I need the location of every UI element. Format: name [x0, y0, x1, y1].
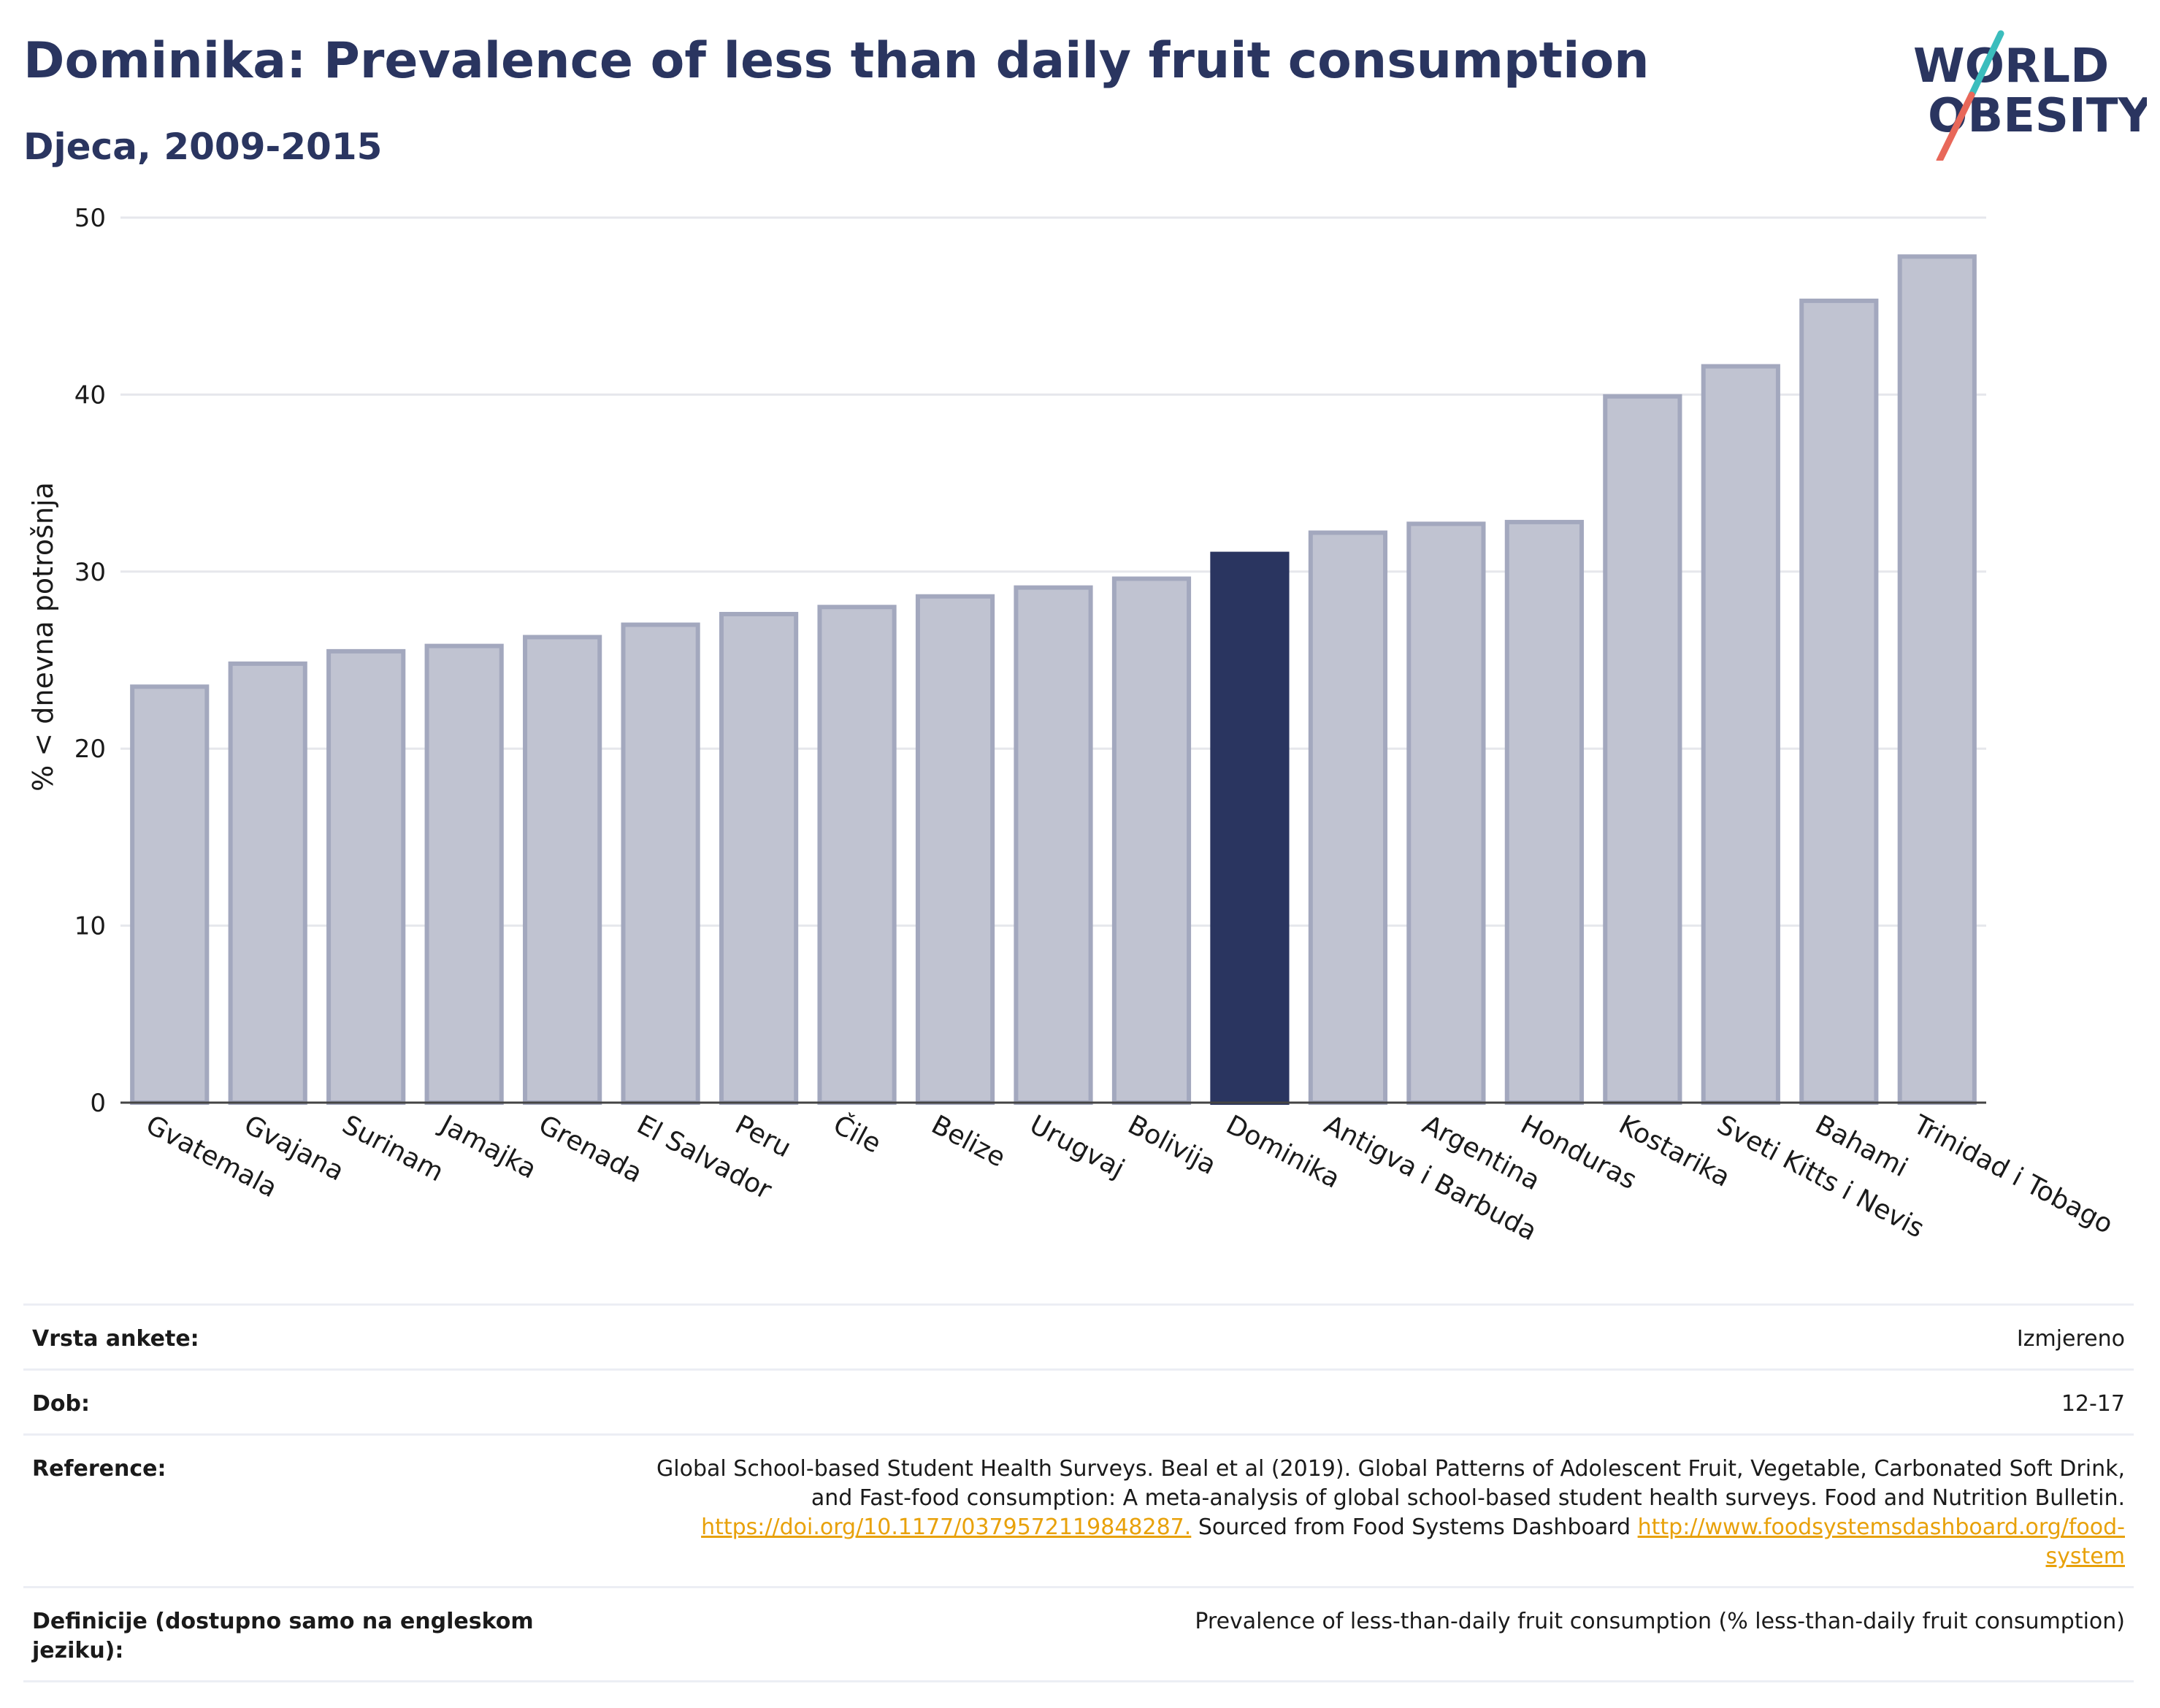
reference-line2: and Fast-food consumption: A meta-analys…	[811, 1485, 2125, 1511]
page-subtitle: Djeca, 2009-2015	[23, 126, 383, 168]
bar-12	[1308, 530, 1388, 1105]
logo-slash-coral-icon	[1936, 91, 1975, 161]
bar-13	[1406, 521, 1486, 1105]
bars	[130, 254, 1977, 1106]
y-axis-title: % < dnevna potrošnja	[27, 482, 59, 792]
bar-chart: 01020304050GvatemalaGvajanaSurinamJamajk…	[27, 204, 2118, 1246]
y-tick-label-4: 40	[74, 380, 106, 410]
y-tick-label-0: 0	[90, 1089, 106, 1118]
age-value: 12-17	[2061, 1391, 2125, 1417]
logo-slash-teal-icon	[1968, 30, 2004, 99]
bar-4	[523, 635, 602, 1105]
bar-7	[817, 605, 897, 1105]
doi-link[interactable]: https://doi.org/10.1177/0379572119848287…	[701, 1514, 1192, 1540]
age-label: Dob:	[32, 1391, 90, 1417]
bar-10	[1111, 576, 1192, 1105]
bar-2	[326, 648, 406, 1105]
reference-value: Global School-based Student Health Surve…	[558, 1455, 2125, 1571]
info-row-age: Dob: 12-17	[23, 1368, 2134, 1433]
info-row-survey-type: Vrsta ankete: Izmjereno	[23, 1303, 2134, 1368]
page-title: Dominika: Prevalence of less than daily …	[23, 32, 1650, 90]
bar-0	[130, 684, 210, 1105]
x-tick-label-8: Belize	[927, 1110, 1011, 1173]
x-tick-label-4: Grenada	[534, 1110, 647, 1189]
bar-5	[621, 622, 700, 1105]
survey-type-label: Vrsta ankete:	[32, 1326, 199, 1352]
definition-label: Definicije (dostupno samo na engleskom j…	[32, 1609, 534, 1663]
y-tick-label-2: 20	[74, 735, 106, 764]
dashboard-link-continued[interactable]: system	[2045, 1544, 2125, 1569]
survey-type-value: Izmjereno	[2016, 1326, 2125, 1352]
bar-1	[228, 661, 307, 1105]
reference-line1: Global School-based Student Health Surve…	[656, 1456, 2125, 1482]
bar-18	[1897, 254, 1977, 1105]
x-tick-label-6: Peru	[730, 1110, 796, 1164]
definition-value: Prevalence of less-than-daily fruit cons…	[1195, 1609, 2125, 1634]
dashboard-link[interactable]: http://www.foodsystemsdashboard.org/food…	[1637, 1514, 2125, 1540]
x-tick-label-10: Bolivija	[1123, 1110, 1221, 1181]
y-tick-label-1: 10	[74, 912, 106, 941]
bar-17	[1799, 298, 1879, 1106]
bar-15	[1603, 394, 1682, 1106]
bar-3	[424, 643, 504, 1105]
bar-6	[719, 611, 799, 1105]
bar-8	[915, 594, 995, 1105]
x-tick-label-9: Urugvaj	[1025, 1110, 1129, 1184]
bar-14	[1504, 519, 1584, 1106]
bar-11	[1210, 551, 1290, 1105]
y-tick-label-3: 30	[74, 558, 106, 587]
world-obesity-logo: WORLD OBESITY	[1913, 30, 2147, 161]
reference-label: Reference:	[32, 1456, 166, 1482]
logo-line1: WORLD	[1913, 39, 2109, 93]
bar-9	[1014, 585, 1093, 1105]
reference-sourced: Sourced from Food Systems Dashboard	[1191, 1514, 1638, 1540]
bar-16	[1701, 364, 1780, 1105]
info-table: Vrsta ankete: Izmjereno Dob: 12-17 Refer…	[23, 1303, 2134, 1682]
x-tick-label-3: Jamajka	[434, 1109, 541, 1185]
info-row-reference: Reference: Global School-based Student H…	[23, 1433, 2134, 1586]
info-row-definition: Definicije (dostupno samo na engleskom j…	[23, 1586, 2134, 1682]
x-tick-label-18: Trinidad i Tobago	[1908, 1109, 2118, 1240]
x-tick-label-7: Čile	[828, 1109, 886, 1160]
x-tick-label-2: Surinam	[337, 1110, 448, 1188]
y-tick-label-5: 50	[74, 204, 106, 233]
